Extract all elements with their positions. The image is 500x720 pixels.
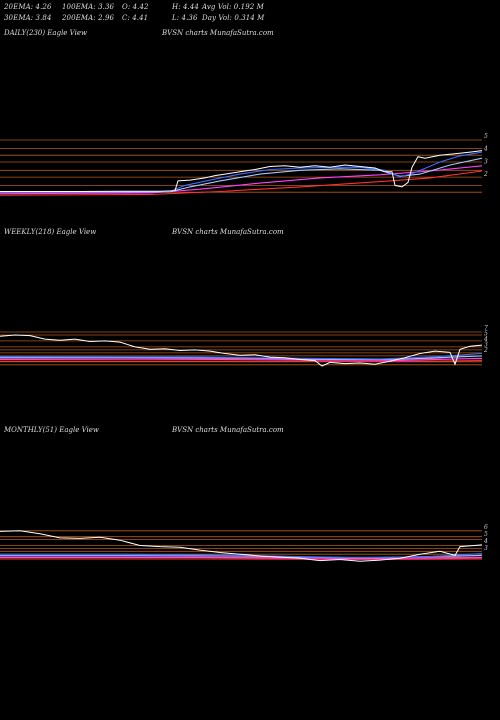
ema30-readout: 30EMA: 3.84 [4,14,52,22]
y-tick-label: 7 [484,325,488,332]
ema200-line [0,360,483,363]
ema100-readout: 100EMA: 3.36 [62,3,115,11]
high-readout: H: 4.44 [172,3,199,11]
y-tick-label: 3 [484,545,488,552]
avg-volume-readout: Avg Vol: 0.192 M [202,3,264,11]
close-readout: C: 4.41 [122,14,149,22]
daily-panel-label: DAILY(230) Eagle View [4,29,87,37]
y-tick-label: 3 [484,158,488,165]
y-tick-label: 3 [484,342,488,349]
y-tick-label: 2 [483,171,488,178]
open-readout: O: 4.42 [122,3,149,11]
y-tick-label: 5 [484,133,488,140]
price-line [0,150,483,192]
day-volume-readout: Day Vol: 0.314 M [202,14,265,22]
ema20-readout: 20EMA: 4.26 [4,3,52,11]
ema30-line [0,355,483,361]
price-line [0,530,483,562]
y-tick-label: 4 [483,336,488,343]
weekly-panel-source: BVSN charts MunafaSutra.com [172,228,284,236]
low-readout: L: 4.36 [172,14,198,22]
ema20-line [0,352,483,360]
y-tick-label: 2 [483,347,488,354]
ema200-readout: 200EMA: 2.96 [62,14,115,22]
ema200-line [0,170,483,196]
daily-panel-source: BVSN charts MunafaSutra.com [162,29,274,37]
y-tick-label: 4 [483,538,488,545]
y-tick-label: 4 [483,146,488,153]
y-tick-label: 5 [484,531,488,538]
monthly-panel-label: MONTHLY(51) Eagle View [4,426,99,434]
ema200-line [0,558,483,561]
ema20-line [0,553,483,559]
weekly-panel-label: WEEKLY(218) Eagle View [4,228,97,236]
ema30-line [0,157,483,193]
y-tick-label: 5 [484,331,488,338]
ema100-line [0,556,483,560]
y-tick-label: 6 [484,524,488,531]
price-line [0,334,483,367]
monthly-panel-source: BVSN charts MunafaSutra.com [172,426,284,434]
